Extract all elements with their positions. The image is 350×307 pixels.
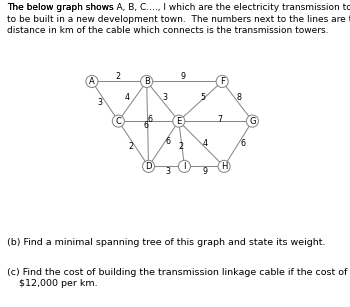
- Text: 2: 2: [116, 72, 121, 81]
- Circle shape: [86, 76, 98, 87]
- Text: 4: 4: [202, 139, 207, 148]
- Text: 4: 4: [124, 93, 130, 102]
- Text: 6: 6: [147, 115, 152, 124]
- Text: 8: 8: [236, 93, 241, 102]
- Text: (b) Find a minimal spanning tree of this graph and state its weight.: (b) Find a minimal spanning tree of this…: [7, 238, 326, 247]
- Text: G: G: [249, 117, 256, 126]
- Circle shape: [142, 160, 155, 173]
- Text: 6: 6: [165, 137, 170, 146]
- Text: H: H: [221, 162, 227, 171]
- Text: F: F: [220, 77, 225, 86]
- Text: 9: 9: [202, 167, 208, 176]
- Text: A: A: [89, 77, 95, 86]
- Circle shape: [112, 115, 124, 127]
- Text: 9: 9: [181, 72, 186, 81]
- Text: 6: 6: [143, 121, 148, 130]
- Text: I: I: [183, 162, 186, 171]
- Circle shape: [173, 115, 185, 127]
- Text: 2: 2: [128, 142, 133, 151]
- Text: 5: 5: [201, 93, 205, 102]
- Circle shape: [216, 76, 228, 87]
- Circle shape: [178, 160, 190, 173]
- Text: E: E: [176, 117, 181, 126]
- Text: 2: 2: [178, 142, 184, 151]
- Text: (c) Find the cost of building the transmission linkage cable if the cost of buil: (c) Find the cost of building the transm…: [7, 268, 350, 288]
- Text: 3: 3: [97, 98, 102, 107]
- Circle shape: [141, 76, 153, 87]
- Text: 3: 3: [162, 93, 167, 102]
- Text: B: B: [144, 77, 149, 86]
- Text: 6: 6: [241, 139, 246, 148]
- Circle shape: [218, 160, 230, 173]
- Text: 3: 3: [165, 167, 170, 176]
- Text: C: C: [116, 117, 121, 126]
- Text: D: D: [145, 162, 152, 171]
- Circle shape: [246, 115, 258, 127]
- Text: The below graph shows: The below graph shows: [7, 3, 117, 12]
- Text: The below graph shows ​A, B, C...., I​ which are the electricity transmission to: The below graph shows ​A, B, C...., I​ w…: [7, 3, 350, 35]
- Text: 7: 7: [217, 115, 223, 124]
